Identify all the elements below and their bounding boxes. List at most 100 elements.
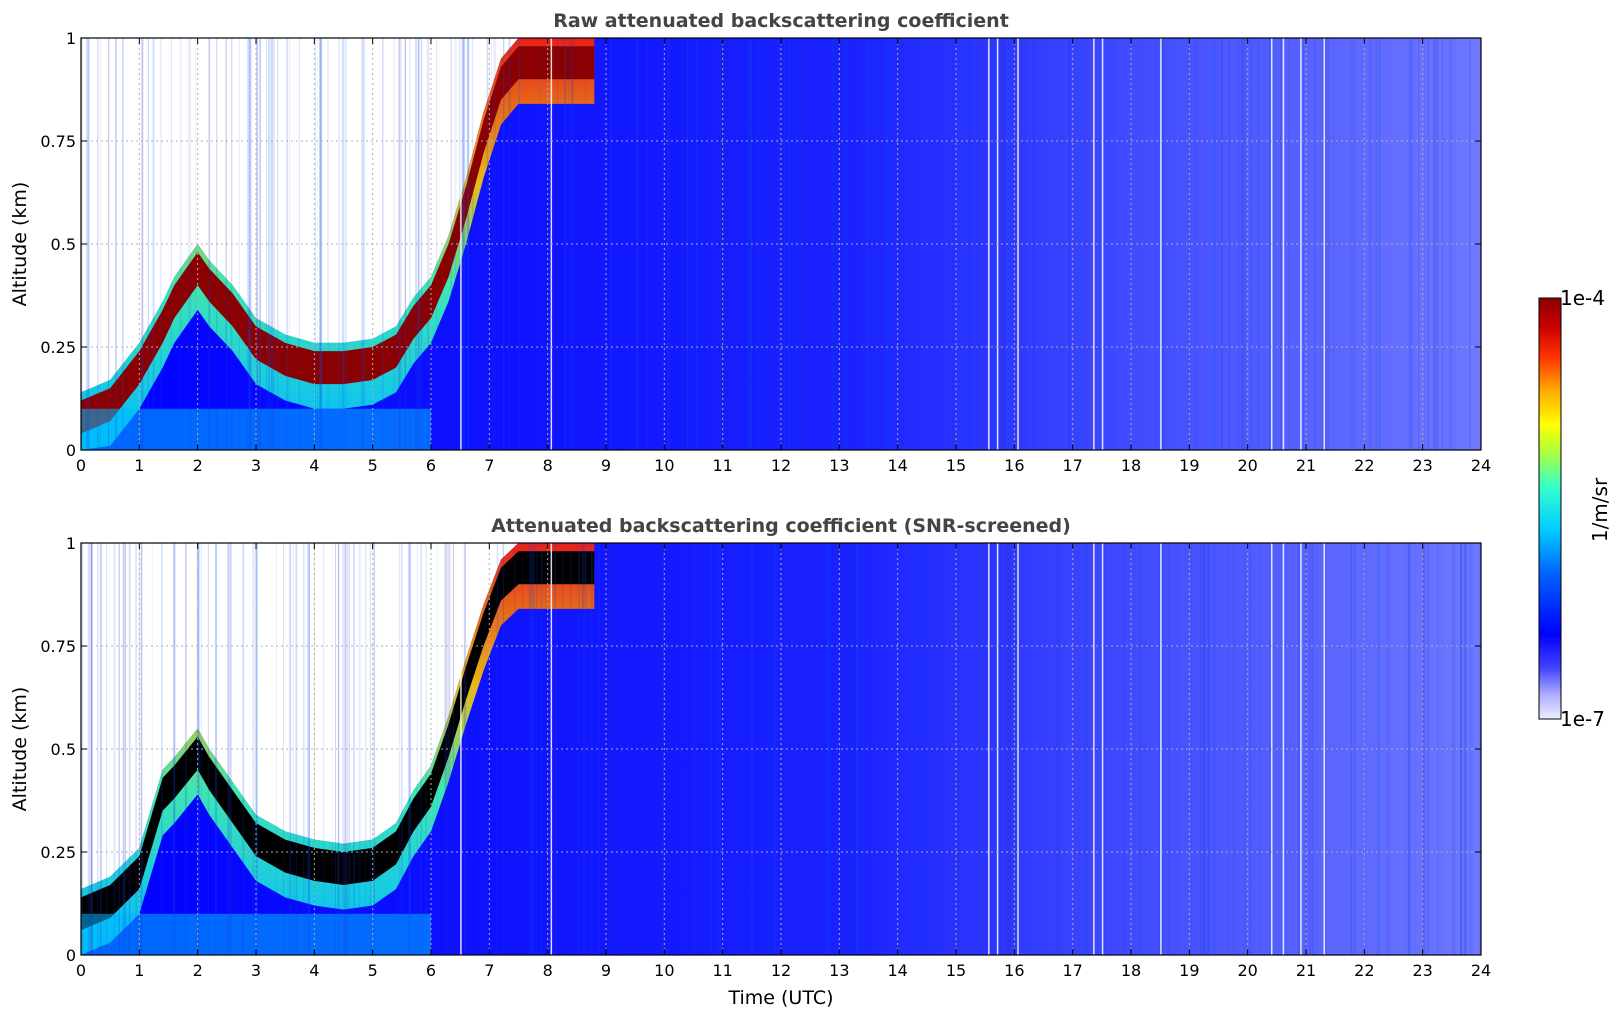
signal-streak — [783, 543, 784, 955]
chart-title: Raw attenuated backscattering coefficien… — [553, 10, 1009, 32]
y-tick-label: 0.5 — [51, 740, 76, 759]
signal-streak — [337, 543, 339, 955]
signal-streak — [462, 38, 464, 450]
signal-streak — [874, 38, 875, 450]
signal-streak — [173, 543, 175, 955]
y-tick-label: 0 — [66, 441, 76, 460]
signal-streak — [914, 543, 916, 955]
signal-streak — [667, 38, 670, 450]
signal-streak — [1204, 543, 1206, 955]
signal-streak — [408, 543, 411, 955]
x-tick-label: 22 — [1354, 961, 1374, 980]
signal-streak — [365, 543, 367, 955]
signal-streak — [994, 38, 996, 450]
signal-streak — [289, 543, 292, 955]
signal-streak — [728, 38, 730, 450]
signal-streak — [789, 543, 792, 955]
signal-streak — [624, 38, 626, 450]
signal-streak — [1083, 543, 1085, 955]
signal-streak — [543, 38, 545, 450]
signal-streak — [319, 38, 322, 450]
signal-streak — [1009, 543, 1011, 955]
missing-profile — [1160, 38, 1162, 450]
signal-streak — [288, 38, 290, 450]
signal-streak — [935, 38, 937, 450]
signal-streak — [1029, 543, 1032, 955]
signal-streak — [979, 543, 981, 955]
missing-profile — [460, 543, 462, 955]
signal-streak — [319, 38, 321, 450]
signal-streak — [664, 38, 667, 450]
x-tick-label: 12 — [771, 961, 791, 980]
x-tick-label: 8 — [543, 961, 553, 980]
signal-streak — [939, 543, 941, 955]
x-tick-label: 15 — [946, 961, 966, 980]
signal-streak — [198, 543, 201, 955]
colorbar-gradient — [1538, 297, 1562, 720]
signal-streak — [1409, 38, 1412, 450]
signal-streak — [1284, 543, 1287, 955]
signal-streak — [304, 543, 306, 955]
y-tick-label: 0.25 — [40, 338, 76, 357]
signal-streak — [1428, 38, 1430, 450]
signal-streak — [1213, 38, 1216, 450]
signal-streak — [809, 543, 811, 955]
x-tick-label: 11 — [712, 961, 732, 980]
signal-streak — [1464, 543, 1466, 955]
y-tick-label: 0.25 — [40, 843, 76, 862]
signal-streak — [1158, 543, 1161, 955]
signal-streak — [189, 38, 192, 450]
signal-streak — [768, 543, 770, 955]
signal-streak — [840, 543, 842, 955]
signal-streak — [749, 543, 751, 955]
x-tick-label: 6 — [426, 961, 436, 980]
x-tick-label: 2 — [193, 961, 203, 980]
signal-streak — [1108, 38, 1111, 450]
signal-streak — [893, 543, 895, 955]
signal-streak — [1268, 38, 1271, 450]
signal-streak — [612, 543, 615, 955]
signal-streak — [1059, 543, 1062, 955]
signal-streak — [849, 543, 851, 955]
signal-streak — [888, 38, 890, 450]
signal-streak — [1353, 38, 1356, 450]
signal-streak — [248, 38, 250, 450]
colorbar: 1e-4 1e-7 1/m/sr — [1538, 286, 1612, 731]
signal-streak — [1007, 38, 1010, 450]
signal-streak — [1134, 543, 1136, 955]
signal-streak — [1028, 38, 1031, 450]
signal-streak — [399, 38, 402, 450]
colorbar-min-label: 1e-7 — [1560, 707, 1605, 731]
signal-streak — [1204, 38, 1206, 450]
signal-streak — [335, 543, 336, 955]
signal-streak — [989, 543, 991, 955]
signal-streak — [1309, 543, 1312, 955]
signal-streak — [268, 38, 269, 450]
signal-streak — [398, 38, 400, 450]
signal-streak — [444, 543, 447, 955]
signal-streak — [794, 38, 797, 450]
signal-streak — [1378, 543, 1380, 955]
signal-streak — [508, 38, 511, 450]
signal-streak — [848, 543, 850, 955]
signal-streak — [719, 38, 722, 450]
signal-streak — [208, 38, 211, 450]
signal-streak — [788, 38, 790, 450]
x-tick-label: 23 — [1412, 961, 1432, 980]
signal-streak — [914, 38, 917, 450]
signal-streak — [1269, 543, 1272, 955]
signal-streak — [629, 543, 631, 955]
signal-streak — [724, 38, 727, 450]
signal-streak — [1079, 38, 1082, 450]
signal-streak — [118, 543, 120, 955]
signal-streak — [1288, 38, 1290, 450]
x-tick-label: 5 — [368, 456, 378, 475]
signal-streak — [963, 38, 965, 450]
signal-streak — [948, 38, 950, 450]
signal-streak — [1257, 38, 1260, 450]
signal-streak — [954, 38, 956, 450]
x-tick-label: 9 — [601, 456, 611, 475]
signal-streak — [682, 38, 684, 450]
signal-streak — [799, 38, 802, 450]
signal-streak — [322, 543, 325, 955]
